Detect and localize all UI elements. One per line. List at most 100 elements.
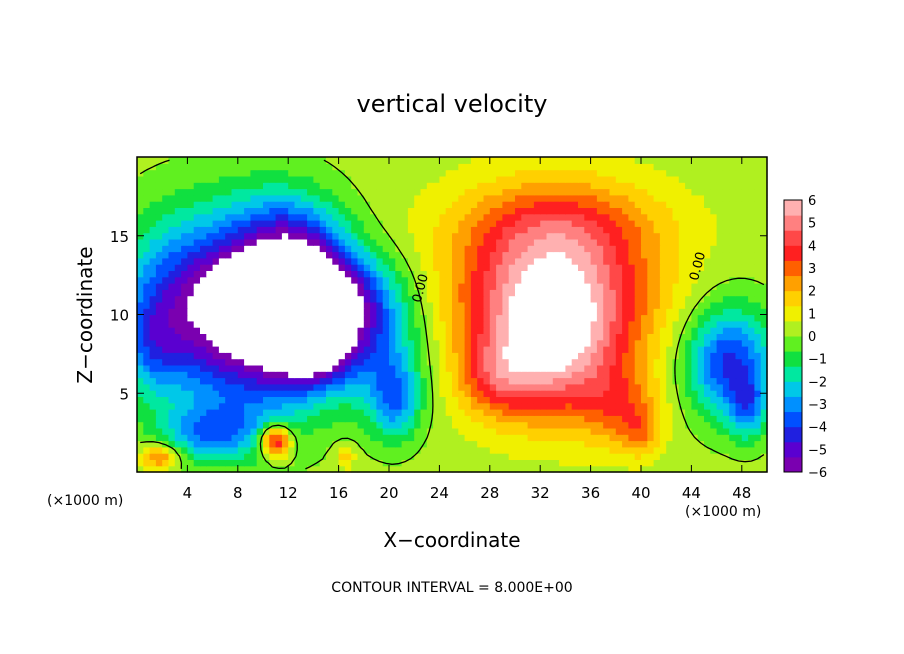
field-cell [741,182,749,190]
field-cell [426,390,434,397]
field-cell [225,257,233,265]
field-cell [697,308,705,316]
field-cell [162,245,170,253]
field-cell [326,251,333,259]
field-cell [722,213,730,221]
field-cell [370,453,377,460]
field-cell [502,402,510,410]
field-cell [609,264,617,271]
field-cell [143,207,151,215]
field-cell [200,409,207,416]
field-cell [653,182,661,190]
field-cell [741,465,749,473]
field-cell [326,440,333,448]
field-cell [143,201,151,208]
field-cell [168,226,176,234]
field-cell [678,383,686,391]
field-cell [710,402,718,410]
field-cell [351,377,359,385]
field-cell [181,194,188,202]
field-cell [332,358,340,366]
field-cell [716,257,724,265]
field-cell [716,182,724,190]
field-cell [174,390,182,397]
field-cell [433,390,440,397]
field-cell [363,245,371,253]
field-cell [565,390,573,397]
field-cell [546,327,554,334]
field-cell [590,220,598,227]
field-cell [647,289,655,297]
field-cell [357,207,365,215]
field-cell [571,188,579,196]
field-cell [244,396,251,404]
field-cell [237,352,245,360]
field-cell [300,169,308,177]
field-cell [515,415,522,423]
field-cell [628,207,636,215]
field-cell [433,339,440,347]
field-cell [426,434,434,442]
field-cell [326,188,333,196]
field-cell [389,415,396,423]
field-cell [376,320,384,328]
field-cell [470,245,478,253]
field-cell [502,251,510,259]
field-cell [666,358,674,366]
field-cell [162,283,170,290]
field-cell [187,371,195,379]
field-cell [370,377,377,385]
field-cell [174,226,182,234]
field-cell [722,226,730,234]
field-cell [212,201,220,208]
field-cell [527,339,535,347]
field-cell [578,188,585,196]
field-cell [200,358,207,366]
field-cell [741,207,749,215]
field-cell [187,434,195,442]
field-cell [439,327,447,334]
field-cell [603,377,611,385]
field-cell [609,194,617,202]
field-cell [357,169,365,177]
field-cell [332,346,340,353]
field-cell [691,402,699,410]
field-cell [691,213,699,221]
field-cell [628,371,636,379]
field-cell [357,157,365,164]
field-cell [691,377,699,385]
field-cell [508,327,516,334]
field-cell [641,364,648,372]
field-cell [760,396,768,404]
field-cell [559,364,566,372]
field-cell [338,270,346,278]
field-cell [659,409,667,416]
field-cell [162,465,170,473]
field-cell [477,295,485,303]
field-cell [710,270,718,278]
field-cell [584,213,592,221]
field-cell [477,396,485,404]
field-cell [584,346,592,353]
field-cell [225,220,233,227]
field-cell [584,333,592,341]
field-cell [741,175,749,183]
field-cell [445,301,453,309]
field-cell [508,207,516,215]
field-cell [691,289,699,297]
field-cell [288,352,296,360]
field-cell [420,346,428,353]
field-cell [193,371,201,379]
field-cell [622,465,629,473]
field-cell [395,182,403,190]
field-cell [477,346,485,353]
field-cell [344,402,352,410]
field-cell [269,320,277,328]
field-cell [212,226,220,234]
field-cell [590,421,598,429]
field-cell [489,257,497,265]
field-cell [344,314,352,322]
field-cell [168,220,176,227]
field-cell [489,226,497,234]
field-cell [326,446,333,454]
